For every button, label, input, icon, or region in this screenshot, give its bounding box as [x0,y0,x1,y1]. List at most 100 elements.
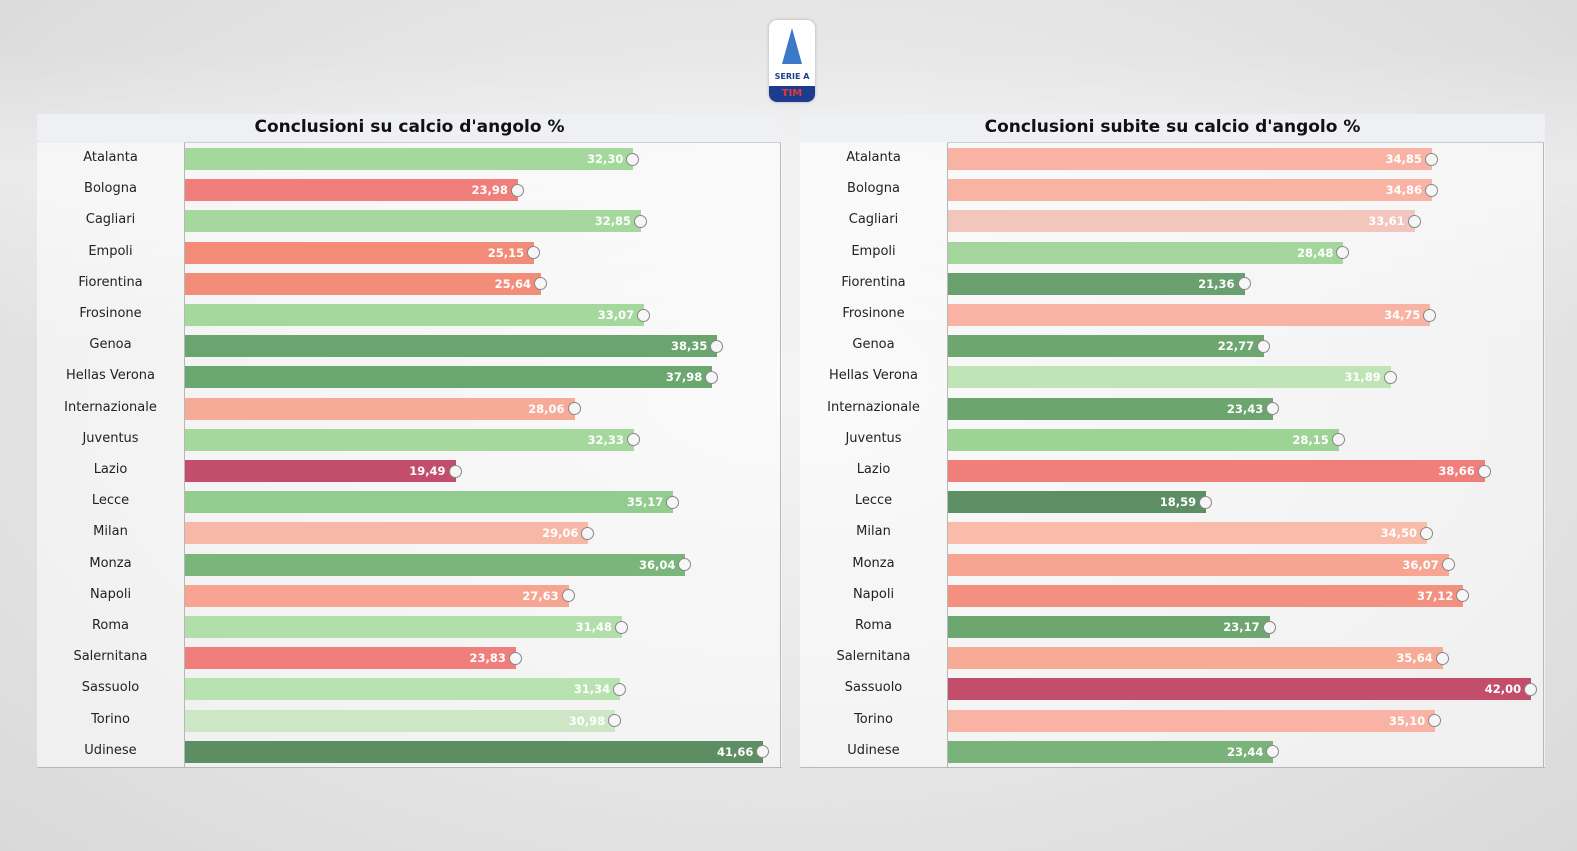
data-label: 23,43 [1226,401,1264,416]
data-label: 37,12 [1416,588,1454,603]
tick-label: Torino [91,711,130,727]
tick-label: Internazionale [64,399,157,415]
data-label: 34,50 [1380,526,1417,541]
bar [185,241,535,264]
tick-label: Lecce [854,493,893,509]
chart-body: Atalanta 32,30 Bologna 23,98 Cagliari 32,85 Em… [37,142,782,768]
bar [948,272,1245,295]
team-crest-icon [1477,464,1491,478]
chart-row: Bologna 23,98 [37,175,782,206]
tick-label: Roma [854,618,893,633]
data-label: 33,61 [1368,214,1405,229]
data-label: 34,85 [1385,152,1422,166]
team-crest-icon [567,402,581,416]
data-label: 25,64 [494,276,531,291]
bar [948,366,1391,389]
tick-label: Lazio [856,462,891,477]
chart-row: Monza 36,07 [800,550,1545,581]
tick-label: Napoli [852,586,895,602]
team-crest-icon [1383,370,1397,384]
serie-a-logo-mark [782,28,802,64]
bar [948,179,1432,202]
tick-label: Genoa [852,337,895,353]
bar [185,584,569,607]
chart-row: Internazionale 28,06 [37,394,782,425]
team-crest-icon [666,495,680,509]
bar [948,616,1270,638]
chart-row: Sassuolo 31,34 [37,674,782,705]
data-label: 37,98 [665,370,703,385]
bar [185,678,621,701]
data-label: 28,06 [528,401,565,416]
data-label: 23,17 [1223,620,1260,634]
team-crest-icon [756,745,770,759]
serie-a-logo: SERIE A TIM [769,20,815,102]
bar [185,179,518,202]
team-crest-icon [1257,339,1271,353]
tick-label: Fiorentina [841,274,906,290]
bar [185,616,623,638]
tick-label: Lazio [93,462,128,477]
bar [185,428,634,451]
bar [185,366,713,389]
data-label: 29,06 [542,526,579,541]
tick-label: Frosinone [842,306,905,321]
data-label: 25,15 [487,245,525,260]
team-crest-icon [626,433,640,447]
team-crest-icon [626,152,640,166]
bar [948,148,1432,170]
chart-row: Cagliari 33,61 [800,206,1545,237]
bar [948,428,1339,451]
bar [948,553,1449,576]
tick-label: Napoli [89,586,132,602]
chart-row: Juventus 32,33 [37,425,782,456]
plot-area [184,142,781,767]
tick-label: Udinese [847,742,900,758]
chart-title: Conclusioni subite su calcio d'angolo % [800,114,1545,141]
team-crest-icon [1407,214,1421,228]
tick-label: Salernitana [73,649,148,665]
team-crest-icon [1266,745,1280,759]
team-crest-icon [1199,495,1213,509]
chart-row: Bologna 34,86 [800,175,1545,206]
tick-label: Juventus [82,430,139,446]
bar [185,335,718,358]
bar [948,584,1464,607]
data-label: 19,49 [409,464,446,478]
data-label: 23,98 [471,183,508,198]
team-crest-icon [508,651,522,665]
team-crest-icon [1423,308,1437,322]
chart-row: Torino 35,10 [800,706,1545,737]
bar [185,304,645,326]
team-crest-icon [1424,183,1438,197]
tick-label: Fiorentina [78,274,143,290]
bar [185,522,589,545]
tick-label: Lecce [91,493,130,509]
bar [185,397,575,420]
chart-row: Hellas Verona 37,98 [37,362,782,393]
chart-row: Salernitana 35,64 [800,643,1545,674]
team-crest-icon [637,308,651,322]
bar [185,647,516,670]
data-label: 23,83 [469,651,506,666]
tick-label: Sassuolo [81,680,140,696]
logo-band: TIM [769,86,815,102]
tick-label: Sassuolo [844,680,903,696]
data-label: 38,66 [1438,464,1475,478]
chart-row: Atalanta 32,30 [37,144,782,175]
data-label: 31,34 [573,682,611,697]
bar [185,491,674,514]
tick-label: Cagliari [85,212,136,228]
chart-panel-conclusioni: Conclusioni su calcio d'angolo % Atalant… [37,114,782,768]
team-crest-icon [1266,402,1280,416]
team-crest-icon [634,214,648,228]
data-label: 41,66 [717,744,754,759]
chart-row: Napoli 37,12 [800,581,1545,612]
data-label: 31,89 [1344,370,1381,385]
data-label: 28,48 [1297,245,1334,260]
team-crest-icon [615,620,629,634]
bar [948,522,1427,545]
chart-row: Lazio 38,66 [800,456,1545,487]
tick-label: Empoli [88,243,133,259]
chart-row: Genoa 38,35 [37,331,782,362]
